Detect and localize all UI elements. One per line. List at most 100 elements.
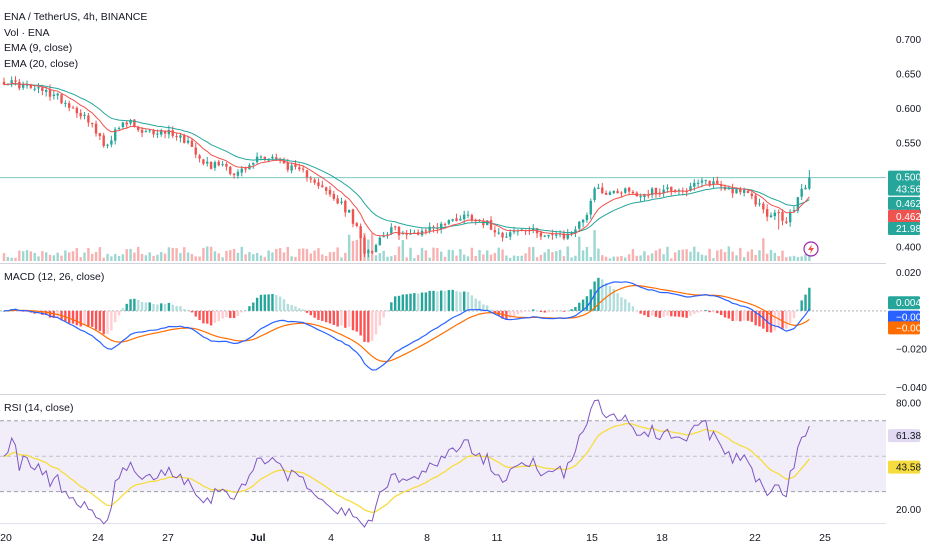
candle bbox=[102, 135, 105, 147]
macd-histogram-bar bbox=[171, 304, 174, 311]
candle bbox=[447, 220, 451, 224]
volume-bar bbox=[229, 250, 232, 261]
candle bbox=[294, 164, 297, 167]
volume-bar bbox=[608, 258, 612, 261]
rsi-badge-text: 61.38 bbox=[896, 431, 921, 442]
rsi-line bbox=[3, 399, 810, 528]
macd-histogram-bar bbox=[781, 310, 784, 329]
volume-bar bbox=[700, 254, 704, 261]
volume-bar bbox=[160, 251, 163, 261]
macd-legend[interactable]: MACD (12, 26, close) bbox=[4, 271, 105, 283]
candle bbox=[543, 235, 546, 237]
rsi-tick-label: 80.00 bbox=[896, 399, 921, 410]
candle bbox=[781, 212, 784, 221]
candle bbox=[282, 160, 286, 164]
macd-histogram-bar bbox=[420, 292, 424, 311]
macd-histogram-bar bbox=[378, 310, 382, 326]
last-price-badge bbox=[888, 170, 920, 196]
volume-bar bbox=[305, 248, 309, 261]
volume-bar bbox=[604, 256, 608, 261]
volume-bar bbox=[313, 250, 316, 261]
volume-bar bbox=[137, 246, 140, 261]
candle bbox=[290, 165, 293, 171]
macd-signal-badge bbox=[888, 321, 920, 335]
volume-bar bbox=[378, 253, 382, 261]
candle bbox=[52, 94, 56, 96]
volume-bar bbox=[459, 248, 462, 261]
volume-bar bbox=[742, 257, 746, 261]
volume-bar bbox=[501, 249, 504, 261]
candle bbox=[271, 156, 274, 159]
lightning-icon[interactable] bbox=[803, 241, 819, 257]
rsi-legend[interactable]: RSI (14, close) bbox=[4, 402, 74, 414]
macd-histogram-bar bbox=[758, 310, 761, 327]
macd-histogram-bar bbox=[700, 310, 704, 312]
ema20-legend[interactable]: EMA (20, close) bbox=[4, 57, 79, 70]
candle bbox=[313, 179, 316, 183]
volume-legend[interactable]: Vol · ENA bbox=[4, 26, 50, 39]
candle bbox=[451, 219, 454, 221]
candle bbox=[762, 203, 765, 210]
candle bbox=[620, 192, 623, 194]
candle bbox=[673, 190, 677, 192]
candle bbox=[60, 94, 63, 104]
candle bbox=[409, 233, 412, 235]
candle bbox=[689, 186, 692, 191]
candle bbox=[117, 128, 121, 130]
volume-bar bbox=[6, 256, 10, 261]
candle bbox=[14, 80, 17, 82]
volume-bar bbox=[528, 247, 531, 261]
macd-histogram-bar bbox=[670, 310, 673, 317]
macd-histogram-bar bbox=[566, 310, 569, 312]
candle bbox=[259, 156, 263, 158]
macd-histogram-bar bbox=[106, 310, 109, 335]
macd-histogram-bar bbox=[512, 310, 516, 317]
volume-bar bbox=[704, 255, 708, 261]
candle bbox=[347, 210, 351, 213]
macd-histogram-bar bbox=[762, 310, 765, 329]
volume-bar bbox=[635, 255, 638, 261]
macd-histogram-bar bbox=[163, 303, 167, 311]
volume-bar bbox=[152, 255, 155, 261]
candle bbox=[140, 129, 144, 133]
volume-bar bbox=[581, 250, 585, 261]
volume-bar bbox=[286, 246, 289, 261]
candle bbox=[144, 131, 148, 133]
volume-bar bbox=[616, 256, 619, 261]
macd-histogram-bar bbox=[382, 310, 385, 318]
macd-histogram-bar bbox=[317, 310, 320, 320]
macd-histogram-bar bbox=[148, 302, 151, 311]
candle bbox=[562, 233, 566, 239]
volume-bar bbox=[328, 252, 332, 261]
volume-bar bbox=[466, 256, 470, 261]
macd-histogram-bar bbox=[351, 310, 355, 331]
volume-bar bbox=[336, 247, 339, 261]
volume-bar bbox=[33, 252, 36, 261]
last-price-badge-text: 0.500 bbox=[896, 173, 921, 184]
candle bbox=[263, 156, 266, 160]
volume-bar bbox=[624, 257, 627, 261]
volume-bar bbox=[156, 254, 159, 261]
macd-histogram-bar bbox=[516, 310, 520, 315]
candle bbox=[459, 218, 462, 221]
macd-histogram-bar bbox=[654, 310, 658, 317]
candle bbox=[796, 197, 800, 211]
candle bbox=[497, 232, 500, 234]
macd-histogram-bar bbox=[693, 310, 696, 314]
macd-histogram-bar bbox=[773, 310, 777, 331]
candle bbox=[700, 180, 704, 183]
candle bbox=[152, 129, 155, 135]
symbol-title[interactable]: ENA / TetherUS, 4h, BINANCE bbox=[4, 11, 148, 23]
candle bbox=[650, 188, 654, 195]
volume-bar bbox=[455, 255, 458, 261]
macd-histogram-bar bbox=[746, 310, 750, 321]
macd-histogram-bar bbox=[486, 305, 489, 311]
macd-histogram-bar bbox=[808, 287, 811, 311]
volume-bar bbox=[739, 247, 742, 261]
macd-histogram-bar bbox=[689, 310, 692, 317]
macd-histogram-bar bbox=[117, 310, 121, 316]
ema9-legend[interactable]: EMA (9, close) bbox=[4, 42, 73, 54]
candle bbox=[114, 129, 117, 141]
volume-badge bbox=[888, 222, 920, 235]
